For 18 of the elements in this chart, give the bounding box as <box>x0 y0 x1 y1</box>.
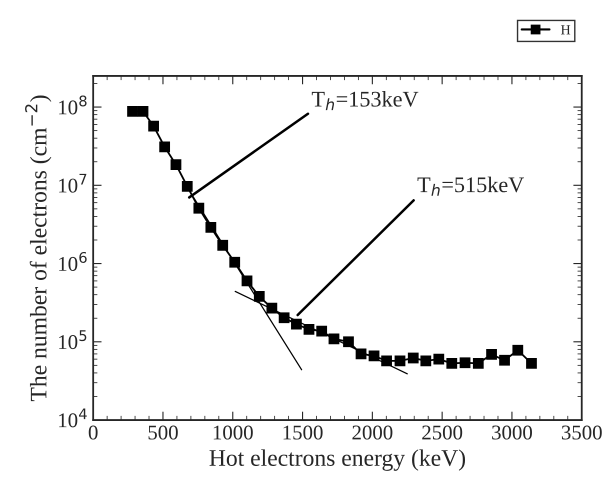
y-tick-label: 10$^{5}$ <box>59 330 86 350</box>
annotation: T$_{h}$=515keV <box>418 176 524 196</box>
x-tick-label: 1500 <box>284 426 323 440</box>
legend-label: H <box>560 25 570 34</box>
x-tick-label: 3000 <box>492 426 532 440</box>
y-tick-label: 10$^{4}$ <box>59 408 87 428</box>
y-tick-label: 10$^{8}$ <box>59 95 87 114</box>
x-tick-label: 3500 <box>562 426 602 440</box>
y-tick-label: 10$^{7}$ <box>59 174 86 193</box>
annotation: T$_{h}$=153keV <box>312 91 418 110</box>
x-axis-title: Hot electrons energy (keV) <box>210 449 466 471</box>
y-tick-label: 10$^{6}$ <box>59 252 87 271</box>
x-tick-label: 500 <box>148 426 178 440</box>
x-tick-label: 1000 <box>214 426 253 440</box>
x-tick-label: 2000 <box>352 426 392 440</box>
x-tick-label: 0 <box>88 426 98 440</box>
x-tick-label: 2500 <box>422 426 462 440</box>
y-axis-title: The number of electrons (cm$^{−2}$) <box>25 95 52 402</box>
